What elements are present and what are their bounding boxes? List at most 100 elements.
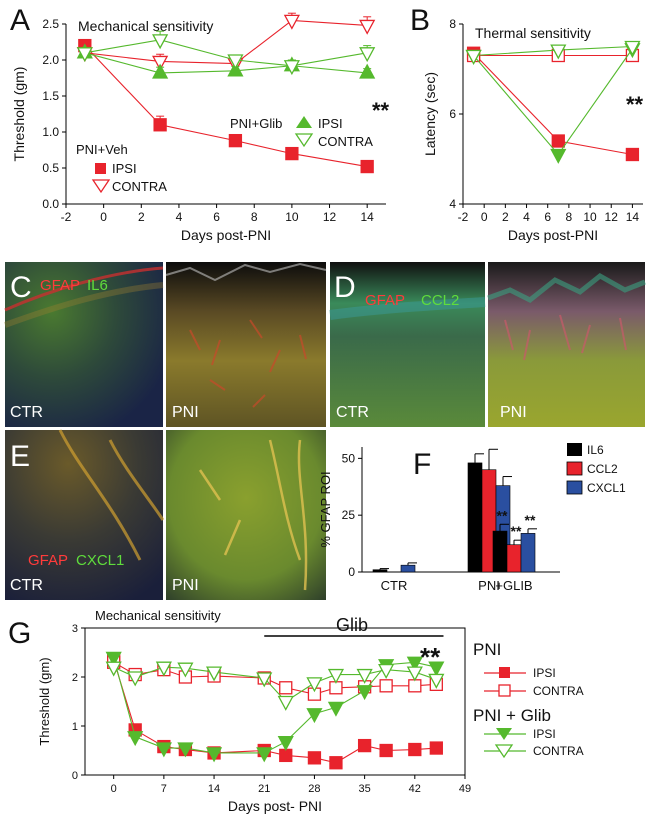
significance-mark: ** bbox=[497, 507, 508, 523]
condition-ctr: CTR bbox=[10, 577, 43, 594]
x-tick-label: 10 bbox=[583, 210, 597, 224]
panel-g-legend-glib-ipsi: IPSI bbox=[484, 727, 556, 741]
marker-open-triangle bbox=[105, 661, 122, 677]
panel-g-significance: ** bbox=[420, 642, 441, 672]
panel-g-legend-pni-contra: CONTRA bbox=[484, 684, 584, 698]
legend-marker-open-triangle bbox=[294, 133, 314, 148]
panel-label-a: A bbox=[10, 4, 30, 37]
marker-open-triangle bbox=[428, 673, 445, 689]
panel-a-x-label: Days post-PNI bbox=[181, 227, 271, 243]
x-tick-label: -2 bbox=[61, 210, 72, 224]
marker-filled-square bbox=[360, 159, 374, 174]
y-tick-label: 8 bbox=[449, 17, 456, 31]
condition-pni: PNI bbox=[172, 404, 199, 421]
x-category-label: PNI bbox=[478, 578, 500, 593]
y-tick-label: 4 bbox=[449, 197, 456, 211]
panel-a-series bbox=[76, 12, 376, 174]
legend-swatch-ccl2 bbox=[566, 461, 583, 476]
x-tick-label: 2 bbox=[502, 210, 509, 224]
x-tick-label: -2 bbox=[458, 210, 469, 224]
marker-open-triangle bbox=[465, 49, 482, 65]
significance-mark: ** bbox=[525, 512, 536, 528]
marker-filled-triangle bbox=[205, 747, 223, 763]
legend-swatch-il6 bbox=[567, 443, 582, 456]
marker-filled-square bbox=[625, 147, 640, 162]
panel-b-y-label: Latency (sec) bbox=[422, 72, 438, 156]
marker-filled-square bbox=[429, 741, 443, 755]
panel-g-legend-glib-contra: CONTRA bbox=[484, 744, 584, 759]
x-tick-label: 7 bbox=[161, 783, 167, 795]
marker-open-triangle bbox=[155, 661, 172, 677]
series-pni-veh-ipsi bbox=[466, 46, 640, 162]
y-tick-label: 0 bbox=[72, 770, 78, 782]
y-tick-label: 2.0 bbox=[42, 53, 59, 67]
panel-g-legend-group-glib: PNI + Glib bbox=[473, 706, 551, 725]
x-tick-label: 6 bbox=[213, 210, 220, 224]
bar-il6 bbox=[492, 530, 508, 573]
x-tick-label: 12 bbox=[323, 210, 337, 224]
marker-filled-triangle bbox=[359, 63, 376, 79]
panel-a-legend-group-veh: PNI+Veh bbox=[76, 142, 128, 157]
panel-label-c: C bbox=[10, 271, 32, 304]
gfap-cells bbox=[189, 319, 307, 408]
panel-c: C GFAP IL6 CTR PNI bbox=[3, 262, 327, 427]
series-pni-veh-ipsi bbox=[78, 38, 374, 174]
y-tick-label: 0.5 bbox=[42, 161, 59, 175]
legend-marker-filled-square bbox=[95, 163, 106, 174]
significance-mark: ** bbox=[511, 523, 522, 539]
panel-a-legend-group-glib: PNI+Glib bbox=[230, 116, 282, 131]
marker-open-triangle bbox=[205, 666, 223, 682]
marker-open-triangle bbox=[76, 47, 93, 63]
legend-label: CONTRA bbox=[533, 744, 584, 758]
micrograph-d-ctr bbox=[330, 262, 485, 427]
marker-filled-square bbox=[307, 751, 322, 765]
bar-cxcl1 bbox=[520, 533, 536, 573]
marker-filled-triangle bbox=[428, 661, 445, 677]
bar-il6 bbox=[467, 462, 483, 573]
micrograph-e-ctr bbox=[5, 430, 163, 600]
marker-open-triangle bbox=[152, 55, 169, 71]
condition-ctr: CTR bbox=[336, 404, 369, 421]
series-pni-glib-contra bbox=[105, 661, 445, 711]
y-tick-label: 2 bbox=[72, 672, 78, 684]
panel-label-e: E bbox=[10, 440, 30, 473]
marker-open-square bbox=[279, 681, 293, 695]
micrograph-c-ctr bbox=[5, 262, 163, 427]
x-tick-label: 28 bbox=[308, 783, 320, 795]
panel-b-series bbox=[465, 40, 641, 164]
marker-filled-triangle bbox=[406, 656, 423, 672]
legend-swatch-cxcl1 bbox=[566, 480, 583, 495]
x-tick-label: 10 bbox=[285, 210, 299, 224]
marker-filled-square bbox=[551, 134, 565, 148]
condition-pni: PNI bbox=[172, 577, 199, 594]
legend-label: IL6 bbox=[587, 443, 604, 457]
x-tick-label: 4 bbox=[176, 210, 183, 224]
legend-label: CONTRA bbox=[533, 684, 584, 698]
gfap-cells bbox=[198, 439, 308, 591]
marker-filled-square bbox=[379, 743, 393, 758]
x-tick-label: 6 bbox=[544, 210, 551, 224]
legend-marker-open-square bbox=[498, 684, 511, 697]
series-pni-glib-contra bbox=[465, 40, 641, 65]
x-tick-label: 42 bbox=[409, 783, 421, 795]
marker-open-triangle bbox=[283, 60, 300, 76]
series-line bbox=[84, 39, 368, 67]
panel-label-d: D bbox=[334, 271, 356, 304]
x-category-label: +GLIB bbox=[495, 578, 532, 593]
marker-filled-square bbox=[285, 146, 299, 161]
y-tick-label: 1 bbox=[72, 721, 78, 733]
condition-ctr: CTR bbox=[10, 404, 43, 421]
y-tick-label: 0 bbox=[348, 565, 355, 579]
legend-label: IPSI bbox=[533, 666, 556, 680]
panel-a: A Mechanical sensitivity -2 0 2 4 6 8 10 12 14 0.… bbox=[10, 4, 390, 243]
panel-label-g: G bbox=[8, 617, 31, 650]
glib-treatment-label: Glib bbox=[336, 615, 368, 635]
x-tick-label: 49 bbox=[459, 783, 471, 795]
x-tick-label: 0 bbox=[481, 210, 488, 224]
marker-open-triangle bbox=[624, 40, 641, 56]
legend-label: CCL2 bbox=[587, 462, 618, 476]
marker-open-triangle bbox=[227, 54, 244, 70]
marker-open-triangle bbox=[177, 662, 194, 678]
panel-a-axes: -2 0 2 4 6 8 10 12 14 0.0 0.5 1.0 1.5 2.0 2.5 bbox=[42, 17, 386, 224]
panel-g: G Mechanical sensitivity 0 7 14 21 28 35 42 490… bbox=[8, 608, 584, 814]
